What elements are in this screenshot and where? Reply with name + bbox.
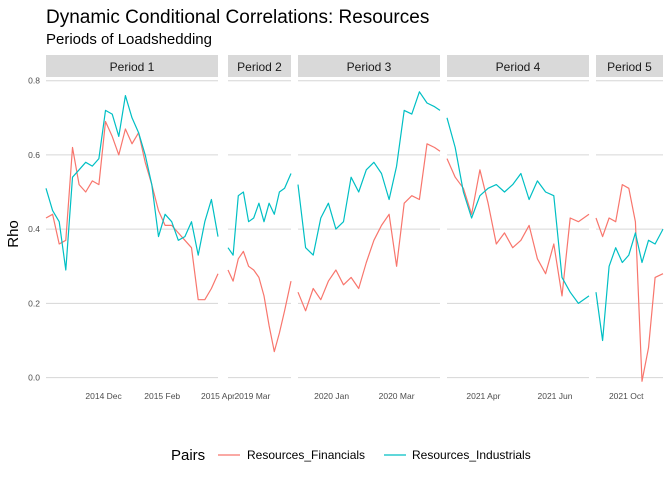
legend: Pairs Resources_Financials Resources_Ind… <box>171 447 531 464</box>
series-line-resources-financials <box>297 143 441 312</box>
panel-period-1: Period 1 2014 Dec 2015 Feb 2015 Apr <box>45 55 235 401</box>
strip-background <box>228 55 291 77</box>
series-line-resources-industrials <box>45 94 219 271</box>
x-tick-label: 2020 Mar <box>379 391 415 401</box>
chart-title: Dynamic Conditional Correlations: Resour… <box>46 7 429 28</box>
strip-label: Period 5 <box>607 60 652 74</box>
x-tick-label: 2021 Jun <box>538 391 573 401</box>
series-line-resources-industrials <box>446 117 590 304</box>
legend-title: Pairs <box>171 447 205 464</box>
panel-period-3: Period 3 2020 Jan 2020 Mar <box>297 55 441 401</box>
strip-label: Period 2 <box>237 60 282 74</box>
legend-label-resources-industrials: Resources_Industrials <box>412 448 531 462</box>
chart-subtitle: Periods of Loadshedding <box>46 31 212 48</box>
strip-background <box>596 55 663 77</box>
x-tick-label: 2014 Dec <box>85 391 122 401</box>
panel-period-2: Period 2 2019 Mar <box>227 55 292 401</box>
y-tick-label: 0.8 <box>28 76 40 86</box>
strip-label: Period 1 <box>110 60 155 74</box>
x-tick-label: 2021 Oct <box>609 391 644 401</box>
series-line-resources-financials <box>45 120 219 301</box>
y-tick-label: 0.2 <box>28 298 40 308</box>
series-line-resources-industrials <box>227 173 292 256</box>
y-tick-label: 0.4 <box>28 224 40 234</box>
x-tick-label: 2020 Jan <box>314 391 349 401</box>
strip-label: Period 3 <box>347 60 392 74</box>
y-axis-ticks: 0.0 0.2 0.4 0.6 0.8 <box>28 76 40 383</box>
strip-label: Period 4 <box>496 60 541 74</box>
strip-background <box>447 55 589 77</box>
x-tick-label: 2015 Apr <box>201 391 235 401</box>
x-tick-label: 2021 Apr <box>466 391 500 401</box>
x-tick-label: 2015 Feb <box>144 391 180 401</box>
series-line-resources-industrials <box>297 91 441 256</box>
strip-background <box>46 55 218 77</box>
y-axis-title: Rho <box>5 220 22 248</box>
series-line-resources-industrials <box>595 228 664 342</box>
panel-period-5: Period 5 2021 Oct <box>595 55 664 401</box>
series-line-resources-financials <box>446 158 590 297</box>
series-line-resources-financials <box>227 250 292 353</box>
y-tick-label: 0.0 <box>28 373 40 383</box>
series-line-resources-financials <box>595 184 664 382</box>
y-tick-label: 0.6 <box>28 150 40 160</box>
panel-period-4: Period 4 2021 Apr 2021 Jun <box>446 55 590 401</box>
strip-background <box>298 55 440 77</box>
legend-label-resources-financials: Resources_Financials <box>247 448 365 462</box>
x-tick-label: 2019 Mar <box>234 391 270 401</box>
